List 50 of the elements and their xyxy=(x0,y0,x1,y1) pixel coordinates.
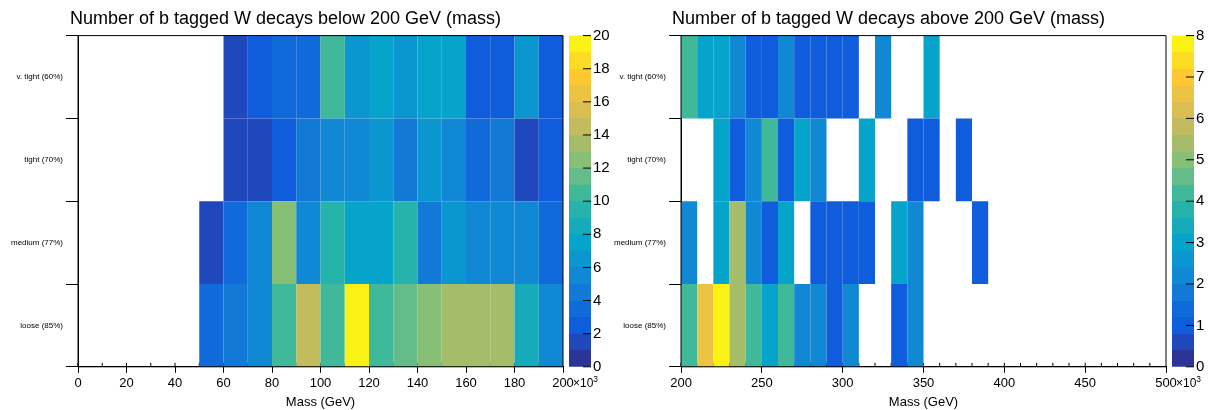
color-bar-label: 1 xyxy=(1196,315,1205,333)
color-bar-label: 14 xyxy=(593,125,610,143)
color-bar-label: 0 xyxy=(1196,356,1205,374)
color-bar-label: 12 xyxy=(593,158,610,176)
x-tick-label: 0 xyxy=(74,375,82,391)
y-tick-label: medium (77%) xyxy=(614,237,667,247)
color-bar-label: 4 xyxy=(593,290,602,308)
color-bar-label: 2 xyxy=(593,323,602,341)
x-tick-label: 180 xyxy=(503,375,526,391)
color-bar-label: 0 xyxy=(593,356,602,374)
x-tick-label: 160 xyxy=(455,375,477,391)
color-bar-label: 20 xyxy=(593,25,610,43)
color-bar-label: 2 xyxy=(1196,274,1205,292)
x-tick-label: 400 xyxy=(993,375,1016,391)
chart-title: Number of b tagged W decays below 200 GeV (mass) xyxy=(69,7,502,28)
x-tick-label: 60 xyxy=(216,375,231,391)
x-tick-label: 500 xyxy=(1155,375,1177,391)
color-bar-label: 16 xyxy=(593,91,610,109)
y-tick-label: v. tight (60%) xyxy=(619,72,667,82)
color-bar-label: 18 xyxy=(593,58,610,76)
color-bar-label: 6 xyxy=(593,257,602,275)
x-axis-title: Mass (GeV) xyxy=(888,393,959,409)
x-tick-label: 300 xyxy=(831,375,854,391)
color-bar-label: 4 xyxy=(1196,191,1205,209)
x-tick-label: 140 xyxy=(406,375,429,391)
color-bar-label: 3 xyxy=(1196,232,1205,250)
x-tick-label: 250 xyxy=(750,375,773,391)
color-bar-label: 7 xyxy=(1196,67,1205,85)
y-tick-label: loose (85%) xyxy=(20,320,64,330)
x-tick-label: 200 xyxy=(670,375,692,391)
y-tick-label: v. tight (60%) xyxy=(16,72,64,82)
x-tick-label: 40 xyxy=(167,375,183,391)
x-tick-label: 20 xyxy=(119,375,134,391)
x-tick-label: 100 xyxy=(309,375,332,391)
color-bar-label: 8 xyxy=(593,224,602,242)
color-bar-label: 6 xyxy=(1196,108,1205,126)
y-tick-label: tight (70%) xyxy=(627,155,667,164)
y-tick-label: tight (70%) xyxy=(24,155,64,164)
color-bar-label: 10 xyxy=(593,191,610,209)
color-bar-label: 5 xyxy=(1196,149,1205,167)
x-tick-label: 200 xyxy=(552,375,574,391)
x-tick-label: 80 xyxy=(264,375,280,391)
x-tick-label: 350 xyxy=(912,375,935,391)
y-tick-label: medium (77%) xyxy=(11,237,64,247)
x-tick-label: 120 xyxy=(358,375,380,391)
chart-title: Number of b tagged W decays above 200 GeV (mass) xyxy=(671,7,1106,28)
x-tick-label: 450 xyxy=(1074,375,1097,391)
x-axis-title: Mass (GeV) xyxy=(285,393,356,409)
color-bar-label: 8 xyxy=(1196,25,1205,43)
y-tick-label: loose (85%) xyxy=(623,320,667,330)
